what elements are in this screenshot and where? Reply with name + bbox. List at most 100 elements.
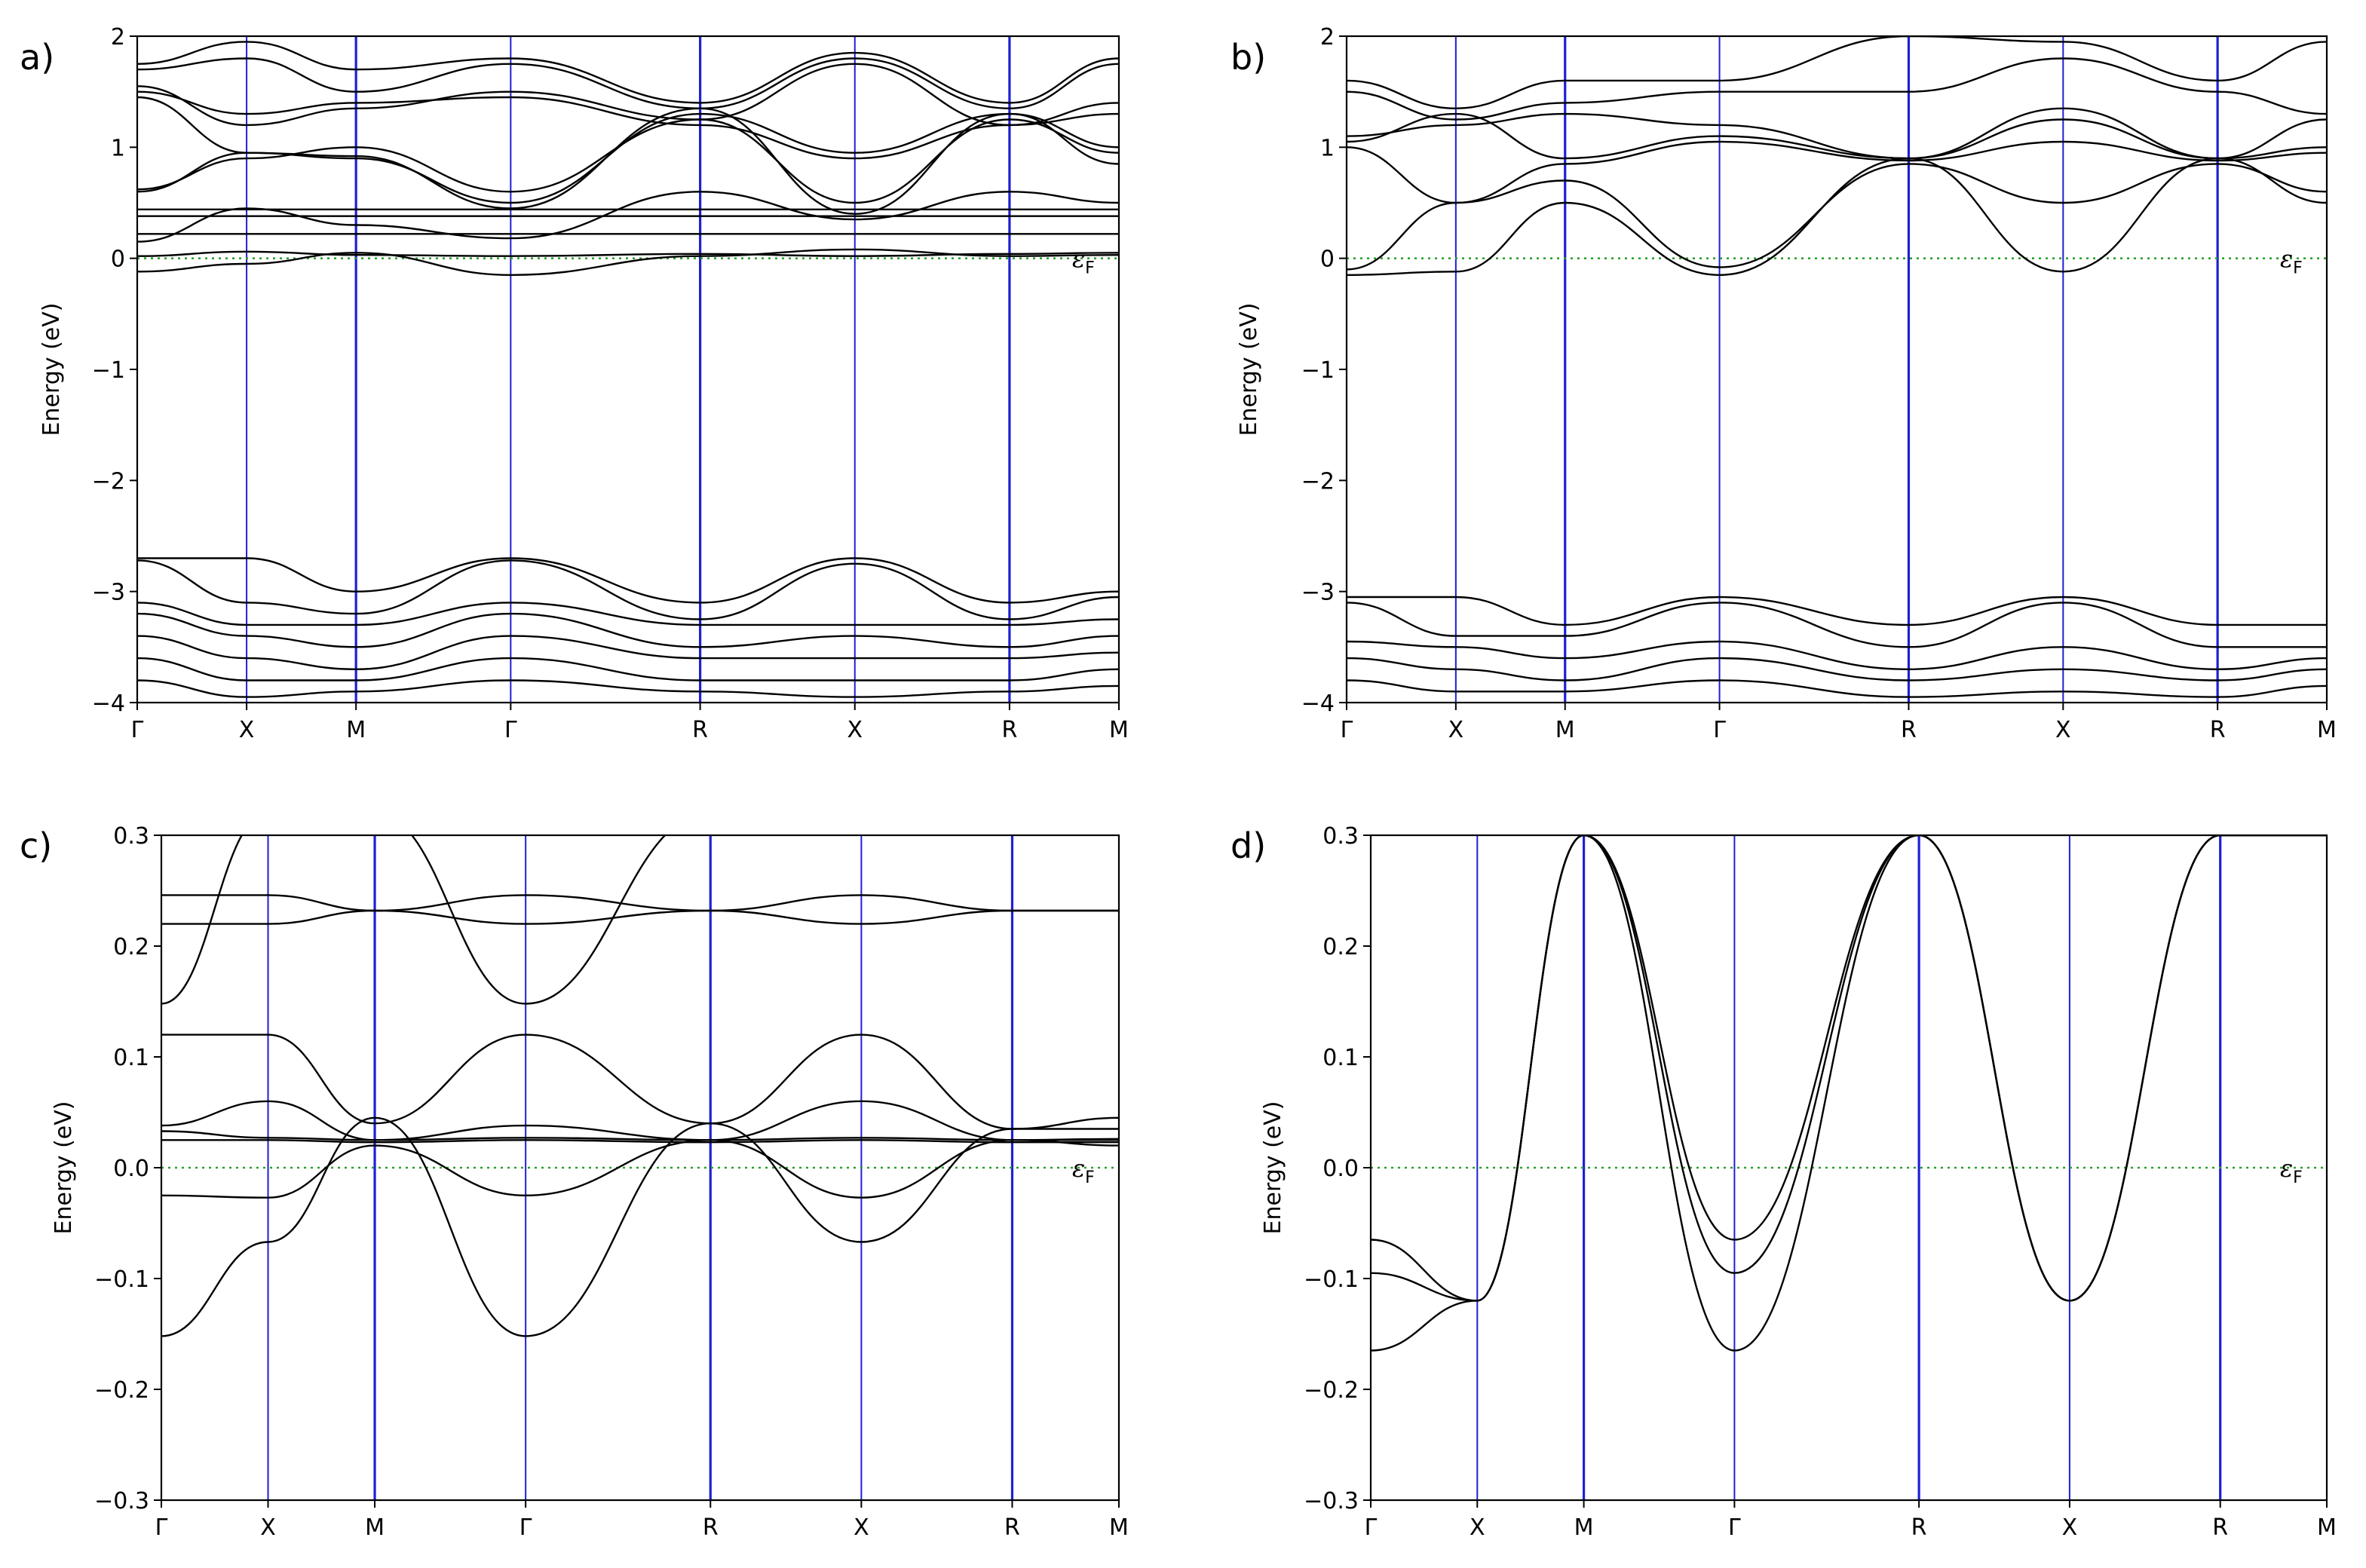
x-tick-label: R bbox=[2212, 1514, 2228, 1541]
x-tick-label: M bbox=[1555, 717, 1575, 743]
y-tick-label: 0.0 bbox=[1322, 1156, 1359, 1182]
band-line bbox=[1347, 163, 2327, 271]
y-tick-label: −2 bbox=[92, 468, 125, 495]
y-axis-label: Energy (eV) bbox=[1236, 303, 1262, 436]
band-line bbox=[161, 835, 667, 1005]
x-tick-label: X bbox=[1448, 717, 1464, 743]
y-tick-label: −2 bbox=[1301, 468, 1335, 495]
band-line bbox=[137, 63, 1119, 127]
y-tick-label: 0.2 bbox=[1322, 934, 1359, 960]
x-tick-label: Γ bbox=[1341, 717, 1353, 743]
x-tick-label: M bbox=[1109, 717, 1129, 743]
band-line bbox=[137, 107, 1119, 215]
y-tick-label: −3 bbox=[1301, 580, 1335, 606]
y-tick-label: −1 bbox=[92, 357, 125, 384]
band-line bbox=[1371, 835, 2327, 1302]
panel-label: c) bbox=[20, 825, 52, 866]
y-tick-label: 0.3 bbox=[113, 823, 149, 850]
band-line bbox=[161, 1100, 1119, 1141]
band-line bbox=[137, 602, 1119, 626]
x-tick-label: Γ bbox=[1713, 717, 1726, 743]
x-tick-label: R bbox=[692, 717, 708, 743]
x-tick-label: R bbox=[703, 1514, 719, 1541]
panel-label: a) bbox=[20, 37, 54, 78]
band-line bbox=[137, 612, 1119, 648]
x-tick-label: Γ bbox=[504, 717, 517, 743]
band-line bbox=[137, 559, 1119, 620]
band-line bbox=[161, 1034, 1119, 1130]
band-line bbox=[161, 1130, 1119, 1141]
x-tick-label: R bbox=[1001, 717, 1017, 743]
y-tick-label: 0 bbox=[1320, 247, 1335, 273]
y-tick-label: 0.1 bbox=[113, 1045, 149, 1071]
x-tick-label: M bbox=[1574, 1514, 1594, 1541]
panel-label: d) bbox=[1231, 825, 1266, 866]
fermi-energy-label: εF bbox=[1072, 245, 1095, 278]
y-tick-label: 0 bbox=[111, 247, 125, 273]
x-tick-label: X bbox=[239, 717, 255, 743]
y-tick-label: 0.3 bbox=[1322, 823, 1359, 850]
x-tick-label: R bbox=[1911, 1514, 1927, 1541]
x-tick-label: Γ bbox=[131, 717, 144, 743]
band-group bbox=[1371, 835, 2327, 1352]
y-tick-label: −0.3 bbox=[1304, 1488, 1359, 1514]
band-line bbox=[1347, 657, 2327, 681]
y-tick-label: 1 bbox=[1320, 135, 1335, 161]
x-tick-label: X bbox=[847, 717, 863, 743]
band-line bbox=[1371, 835, 2327, 1352]
fermi-energy-label: εF bbox=[2280, 245, 2303, 278]
band-line bbox=[137, 41, 1119, 104]
band-group bbox=[137, 41, 1119, 698]
band-line bbox=[1347, 140, 2327, 204]
x-tick-label: Γ bbox=[1365, 1514, 1378, 1541]
y-tick-label: −0.1 bbox=[94, 1266, 149, 1293]
x-tick-label: M bbox=[365, 1514, 385, 1541]
y-tick-label: 0.0 bbox=[113, 1156, 149, 1182]
band-group bbox=[161, 835, 1119, 1337]
y-tick-label: 0.1 bbox=[1322, 1045, 1359, 1071]
band-line bbox=[1347, 640, 2327, 670]
band-line bbox=[1371, 835, 2327, 1302]
y-axis-label: Energy (eV) bbox=[38, 303, 65, 436]
x-tick-label: X bbox=[260, 1514, 276, 1541]
y-tick-label: −4 bbox=[1301, 691, 1335, 717]
y-tick-label: 2 bbox=[1320, 24, 1335, 51]
band-line bbox=[1347, 679, 2327, 698]
band-line bbox=[161, 894, 1119, 912]
x-tick-label: M bbox=[346, 717, 366, 743]
band-line bbox=[137, 90, 1119, 160]
x-tick-label: Γ bbox=[155, 1514, 168, 1541]
band-line bbox=[137, 635, 1119, 670]
x-tick-label: Γ bbox=[519, 1514, 532, 1541]
panel-label: b) bbox=[1231, 37, 1266, 78]
band-line bbox=[1347, 112, 2327, 160]
x-tick-label: R bbox=[1901, 717, 1917, 743]
y-tick-label: −0.3 bbox=[94, 1488, 149, 1514]
band-line bbox=[161, 909, 1119, 925]
x-tick-label: X bbox=[854, 1514, 869, 1541]
band-line bbox=[1347, 36, 2327, 109]
band-line bbox=[137, 57, 1119, 109]
x-tick-label: R bbox=[1004, 1514, 1020, 1541]
y-tick-label: −0.2 bbox=[1304, 1377, 1359, 1404]
x-tick-label: M bbox=[2317, 717, 2337, 743]
y-tick-label: −1 bbox=[1301, 357, 1335, 384]
y-axis-label: Energy (eV) bbox=[1260, 1101, 1286, 1235]
band-line bbox=[137, 96, 1119, 204]
band-line bbox=[137, 557, 1119, 604]
y-tick-label: 1 bbox=[111, 135, 125, 161]
y-tick-label: 0.2 bbox=[113, 934, 149, 960]
band-line bbox=[137, 679, 1119, 698]
band-group bbox=[1347, 36, 2327, 698]
y-tick-label: −0.1 bbox=[1304, 1266, 1359, 1293]
fermi-energy-label: εF bbox=[1072, 1154, 1095, 1187]
band-line bbox=[161, 1116, 1119, 1337]
band-line bbox=[137, 248, 1119, 276]
band-line bbox=[1347, 596, 2327, 626]
band-line bbox=[161, 1139, 1119, 1144]
panel-d: d) 0.30.20.10.0−0.1−0.2−0.3Γ X M Γ R X R MEnergy… bbox=[1231, 823, 2337, 1541]
band-line bbox=[137, 118, 1119, 204]
x-tick-label: X bbox=[2055, 717, 2071, 743]
